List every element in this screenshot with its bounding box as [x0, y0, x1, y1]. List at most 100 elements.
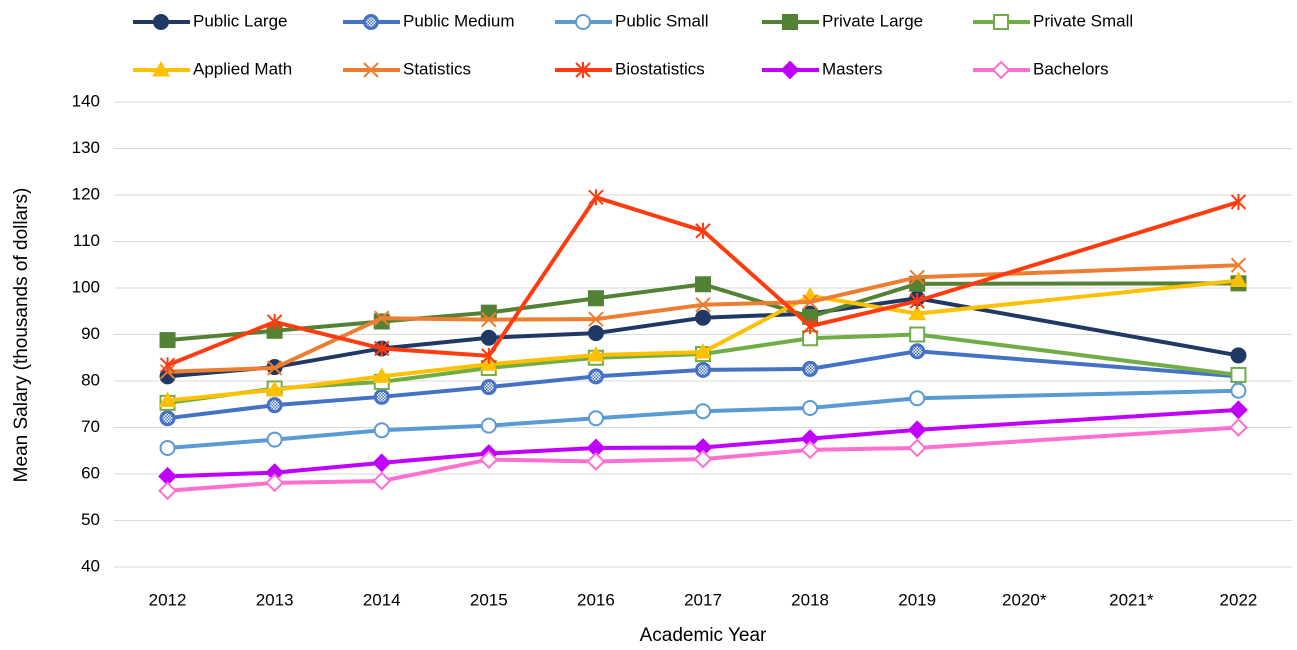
- line-segment: [165, 437, 277, 450]
- line-segment: [486, 416, 598, 428]
- marker: [695, 309, 711, 326]
- x-axis-title: Academic Year: [640, 625, 767, 646]
- y-tick-label: 60: [81, 463, 100, 482]
- line-segment: [808, 349, 920, 371]
- marker: [575, 62, 591, 78]
- line-segment: [486, 296, 598, 315]
- y-tick-label: 100: [72, 277, 100, 296]
- line-segment: [701, 436, 813, 450]
- marker: [907, 438, 927, 458]
- line-segment: [808, 427, 920, 441]
- marker-pattern: [162, 413, 173, 424]
- marker: [909, 390, 926, 407]
- marker: [481, 347, 497, 364]
- x-tick-label: 2015: [470, 590, 508, 609]
- marker-pattern: [366, 17, 376, 27]
- marker: [265, 473, 285, 493]
- marker: [695, 276, 711, 293]
- legend-entry: Private Small: [973, 11, 1133, 30]
- line-segment: [915, 407, 1241, 432]
- line-segment: [915, 278, 1241, 316]
- marker: [1229, 418, 1248, 437]
- marker: [1230, 347, 1247, 364]
- marker: [909, 326, 926, 343]
- line-segment: [915, 199, 1241, 304]
- line-segment: [593, 315, 705, 336]
- line-segment: [593, 195, 705, 233]
- line-segment: [165, 480, 277, 493]
- line-segment: [486, 355, 598, 370]
- series: [159, 275, 1247, 349]
- marker: [1230, 366, 1247, 383]
- marker-pattern: [483, 382, 494, 393]
- line-segment: [701, 228, 813, 329]
- marker: [802, 399, 819, 416]
- marker: [782, 14, 798, 30]
- marker: [991, 60, 1011, 80]
- marker: [480, 304, 497, 321]
- line-segment: [808, 275, 920, 304]
- marker: [800, 440, 820, 460]
- marker: [152, 60, 170, 77]
- x-tick-label: 2018: [791, 590, 829, 609]
- series: [159, 382, 1247, 456]
- marker: [481, 311, 497, 328]
- line-segment: [486, 457, 598, 464]
- x-tick-label: 2020*: [1002, 590, 1047, 609]
- line-segment: [808, 281, 920, 319]
- series: [159, 326, 1247, 411]
- series: [158, 400, 1248, 486]
- marker: [372, 367, 391, 383]
- line-segment: [701, 311, 813, 320]
- marker: [908, 304, 927, 321]
- legend-entry: Public Large: [133, 11, 288, 30]
- line-segment: [379, 365, 491, 384]
- marker: [374, 340, 390, 357]
- line-segment: [915, 332, 1241, 377]
- marker: [1229, 271, 1248, 288]
- legend-entry: Public Small: [555, 11, 709, 30]
- y-axis-title: Mean Salary (thousands of dollars): [11, 188, 32, 483]
- line-segment: [808, 396, 920, 410]
- legend-entry: Applied Math: [133, 59, 292, 78]
- marker: [780, 60, 800, 80]
- line-segment: [272, 316, 384, 370]
- marker: [158, 391, 177, 408]
- marker: [802, 294, 818, 310]
- line-segment: [701, 293, 813, 355]
- line-segment: [379, 423, 491, 433]
- marker: [588, 189, 604, 206]
- marker: [372, 453, 392, 473]
- marker: [266, 360, 283, 376]
- line-segment: [379, 385, 491, 399]
- line-segment: [272, 394, 384, 408]
- marker: [909, 293, 925, 310]
- line-segment: [701, 447, 813, 462]
- legend-label: Public Large: [193, 11, 288, 30]
- legend-entry: Biostatistics: [555, 59, 705, 78]
- line-segment: [593, 409, 705, 421]
- legend-label: Statistics: [403, 59, 471, 78]
- marker: [993, 14, 1009, 30]
- y-tick-label: 130: [72, 138, 100, 157]
- marker: [587, 410, 604, 427]
- marker: [587, 325, 604, 342]
- marker: [265, 380, 284, 397]
- marker-pattern: [698, 364, 708, 375]
- legend-label: Public Small: [615, 11, 709, 30]
- marker: [695, 403, 711, 420]
- line-segment: [593, 282, 705, 301]
- marker: [588, 311, 604, 327]
- line-segment: [272, 428, 384, 442]
- line-segment: [165, 387, 277, 403]
- series: [159, 189, 1247, 374]
- marker: [587, 290, 604, 307]
- line-segment: [272, 346, 384, 370]
- line-segment: [915, 425, 1241, 450]
- line-segment: [165, 403, 277, 421]
- line-segment: [915, 388, 1241, 401]
- series: [158, 271, 1248, 408]
- marker: [575, 14, 591, 30]
- marker: [159, 332, 176, 349]
